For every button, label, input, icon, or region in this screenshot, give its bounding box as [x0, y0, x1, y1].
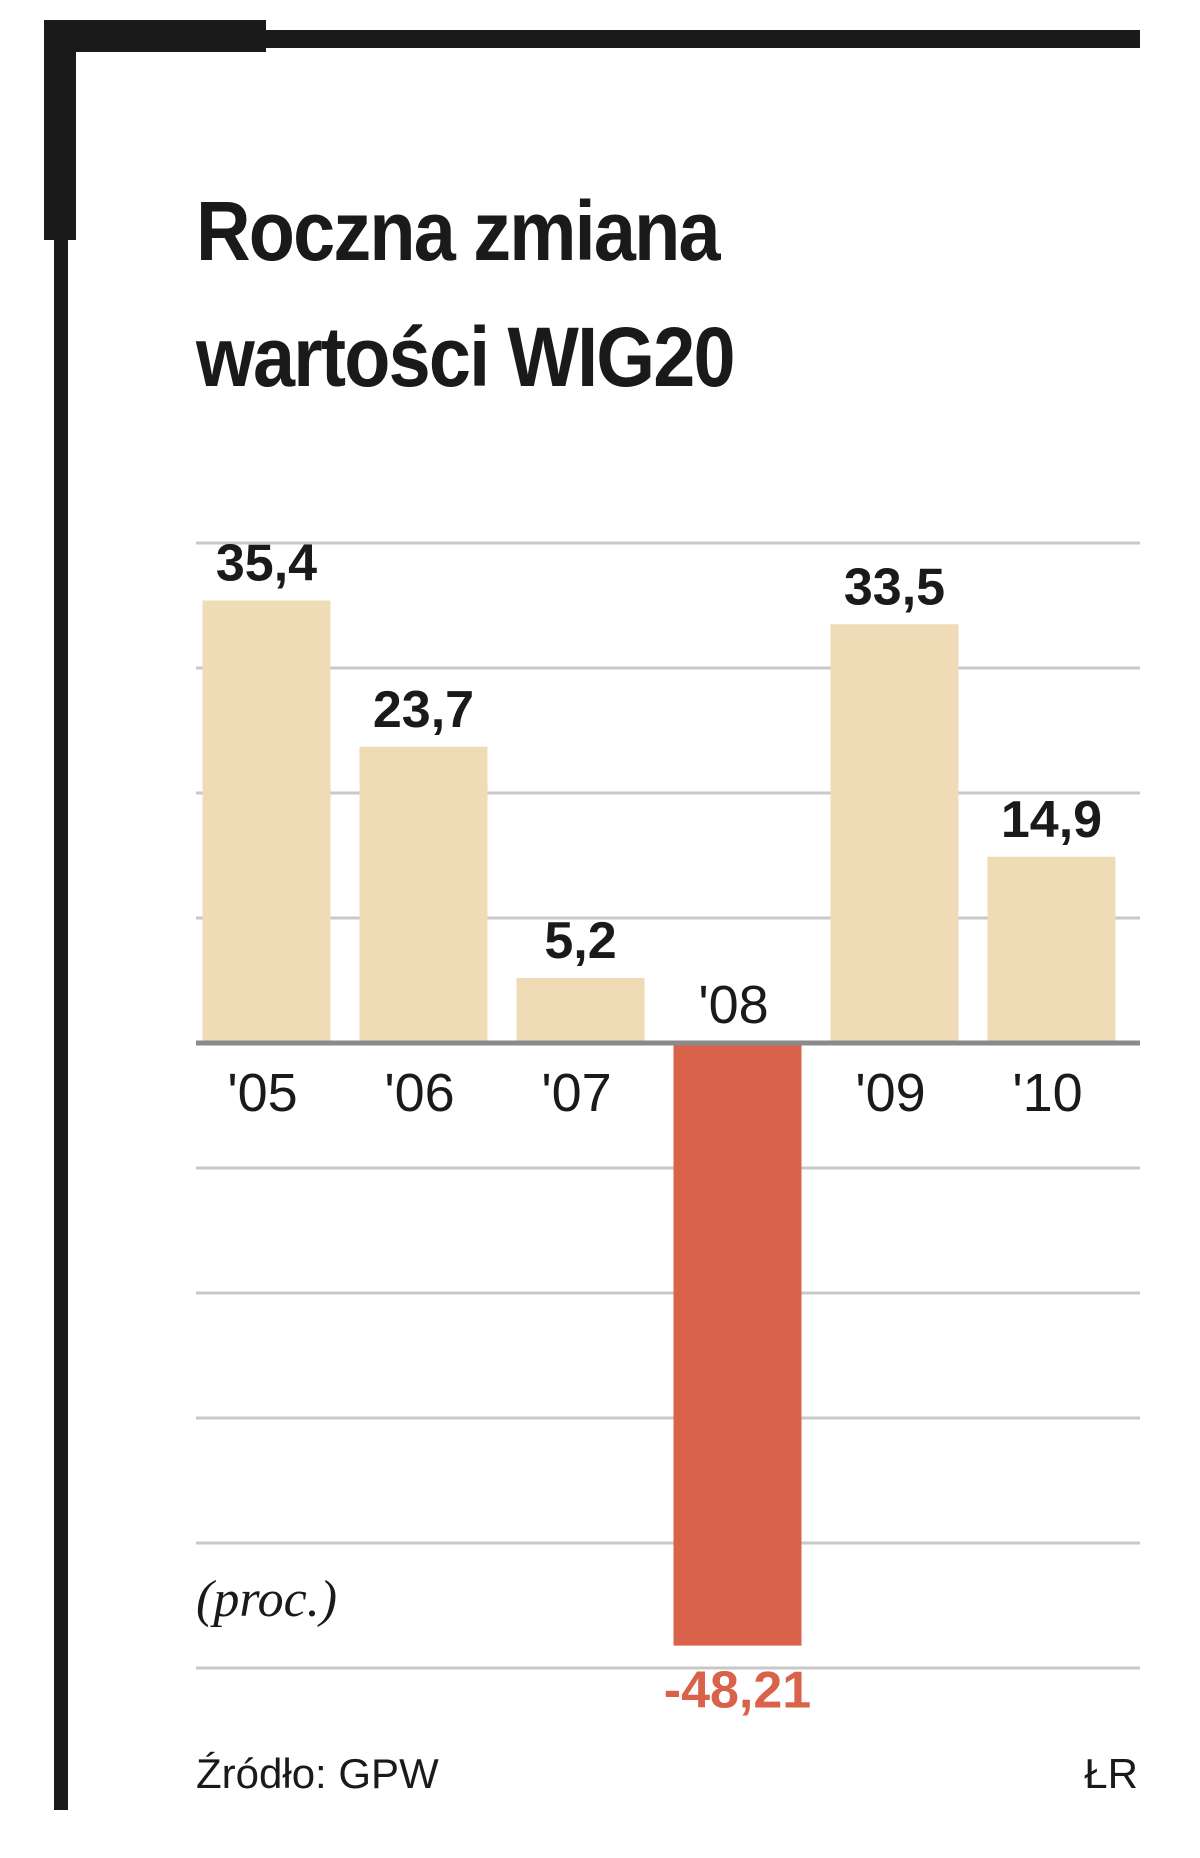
value-label-0: 35,4 [216, 535, 317, 593]
category-label-2: '07 [541, 1063, 611, 1123]
value-label-1: 23,7 [373, 681, 474, 739]
bar-3 [673, 1043, 802, 1646]
value-label-5: 14,9 [1001, 791, 1102, 849]
category-label-3: '08 [698, 975, 768, 1035]
source-note: Źródło: GPW [196, 1750, 439, 1797]
bar-5 [987, 856, 1116, 1043]
value-label-3: -48,21 [664, 1662, 811, 1720]
unit-label: (proc.) [196, 1571, 338, 1628]
bar-0 [202, 600, 331, 1043]
category-label-5: '10 [1012, 1063, 1082, 1123]
bar-4 [830, 624, 959, 1043]
title-line-2: wartości WIG20 [196, 310, 736, 404]
chart-title: Roczna zmiana wartości WIG20 [196, 168, 736, 420]
author-credit: ŁR [1084, 1750, 1138, 1797]
category-label-4: '09 [855, 1063, 925, 1123]
bar-1 [359, 746, 488, 1043]
category-label-0: '05 [227, 1063, 297, 1123]
bar-2 [516, 978, 645, 1043]
value-label-4: 33,5 [844, 558, 945, 616]
category-label-1: '06 [384, 1063, 454, 1123]
title-line-1: Roczna zmiana [196, 184, 721, 278]
value-label-2: 5,2 [544, 912, 616, 970]
